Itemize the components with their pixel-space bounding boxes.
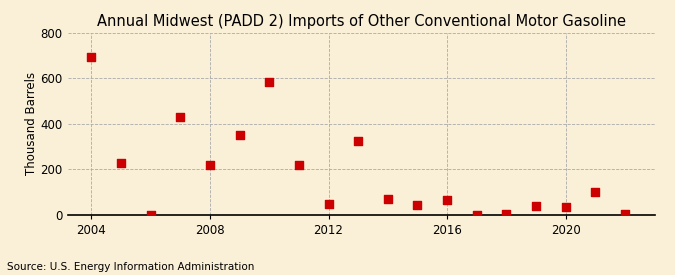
Point <box>501 212 512 216</box>
Title: Annual Midwest (PADD 2) Imports of Other Conventional Motor Gasoline: Annual Midwest (PADD 2) Imports of Other… <box>97 14 626 29</box>
Point <box>560 204 571 209</box>
Point <box>383 196 394 201</box>
Point <box>294 162 304 167</box>
Point <box>620 211 630 216</box>
Point <box>86 55 97 59</box>
Point <box>323 201 334 206</box>
Point <box>590 190 601 194</box>
Point <box>412 203 423 207</box>
Point <box>56 110 67 115</box>
Text: Source: U.S. Energy Information Administration: Source: U.S. Energy Information Administ… <box>7 262 254 272</box>
Point <box>531 204 541 208</box>
Point <box>205 163 215 167</box>
Point <box>353 139 364 143</box>
Point <box>145 212 156 217</box>
Point <box>441 197 452 202</box>
Point <box>264 79 275 84</box>
Point <box>234 133 245 137</box>
Point <box>175 115 186 120</box>
Y-axis label: Thousand Barrels: Thousand Barrels <box>24 72 38 175</box>
Point <box>471 212 482 217</box>
Point <box>115 161 126 165</box>
